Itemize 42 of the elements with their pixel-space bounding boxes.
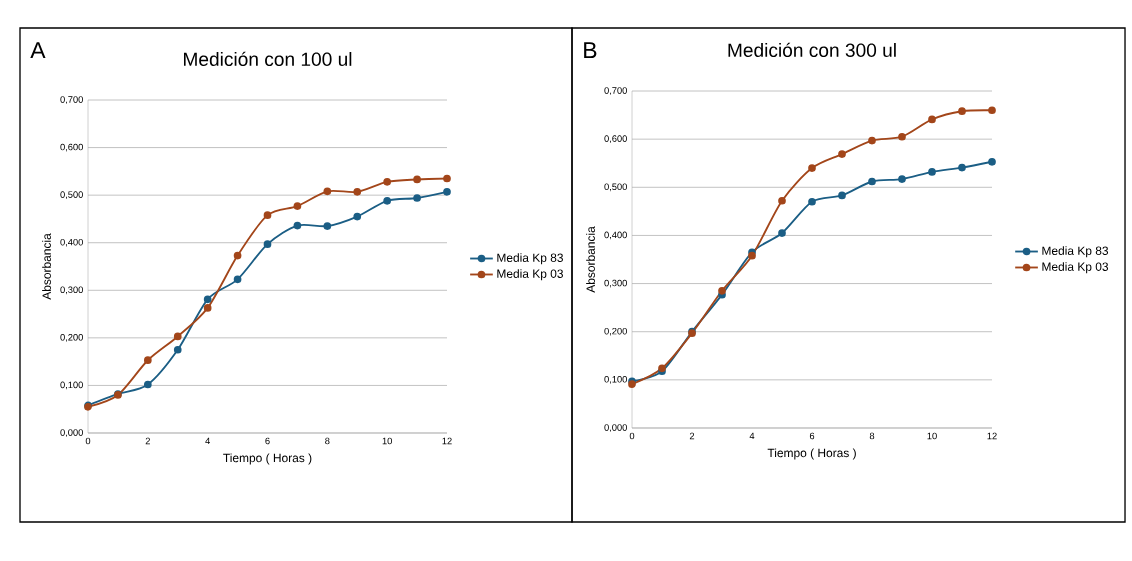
chart-title: Medición con 300 ul <box>728 42 896 58</box>
x-tick-label: 0 <box>85 437 91 445</box>
x-tick-label: 0 <box>629 432 635 440</box>
x-tick-label: 12 <box>987 432 997 440</box>
y-tick-label: 0,200 <box>60 334 83 342</box>
y-tick-label: 0,300 <box>604 279 627 288</box>
y-tick-label: 0,600 <box>604 135 627 143</box>
x-tick-label: 10 <box>927 432 937 440</box>
legend-label: Media Kp 03 <box>497 269 563 281</box>
x-tick-label: 8 <box>869 432 875 440</box>
y-tick-label: 0,500 <box>604 183 627 192</box>
x-tick-label: 2 <box>689 432 695 440</box>
y-tick-label: 0,400 <box>604 231 627 240</box>
y-tick-label: 0,100 <box>60 381 83 390</box>
chart-title: Medición con 100 ul <box>183 51 352 67</box>
x-axis-title: Tiempo ( Horas ) <box>223 453 312 465</box>
y-tick-label: 0,000 <box>604 424 627 432</box>
y-tick-label: 0,700 <box>604 87 627 95</box>
y-tick-label: 0,500 <box>60 191 83 199</box>
x-tick-label: 4 <box>749 432 755 440</box>
y-tick-label: 0,100 <box>604 376 627 384</box>
legend-label: Media Kp 83 <box>497 253 563 265</box>
y-tick-label: 0,200 <box>604 327 627 336</box>
x-axis-title: Tiempo ( Horas ) <box>767 448 856 460</box>
y-axis-title: Absorbancia <box>586 226 595 293</box>
y-tick-label: 0,000 <box>60 429 83 437</box>
legend-label: Media Kp 83 <box>1042 246 1109 258</box>
x-tick-label: 2 <box>145 437 150 445</box>
text: B <box>584 42 597 59</box>
x-tick-label: 8 <box>325 437 330 445</box>
y-tick-label: 0,300 <box>60 286 83 295</box>
legend-label: Media Kp 03 <box>1042 262 1109 274</box>
x-tick-label: 6 <box>809 432 815 440</box>
x-tick-label: 12 <box>442 437 452 445</box>
text: A <box>30 42 46 59</box>
y-tick-label: 0,600 <box>60 143 83 152</box>
y-tick-label: 0,700 <box>60 96 83 104</box>
x-tick-label: 10 <box>382 437 392 445</box>
y-tick-label: 0,400 <box>60 238 83 247</box>
y-axis-title: Absorbancia <box>42 233 51 300</box>
x-tick-label: 4 <box>205 437 210 445</box>
x-tick-label: 6 <box>265 437 270 445</box>
